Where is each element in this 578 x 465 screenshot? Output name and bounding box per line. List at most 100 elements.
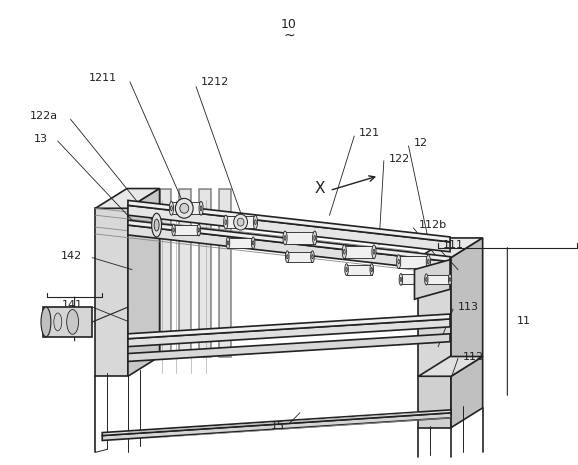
Polygon shape bbox=[418, 238, 483, 258]
Ellipse shape bbox=[180, 203, 188, 213]
Ellipse shape bbox=[425, 278, 427, 281]
Polygon shape bbox=[128, 220, 450, 262]
Ellipse shape bbox=[197, 224, 201, 236]
Polygon shape bbox=[95, 188, 160, 208]
Polygon shape bbox=[344, 246, 374, 258]
Ellipse shape bbox=[251, 237, 255, 249]
Polygon shape bbox=[173, 225, 199, 235]
Ellipse shape bbox=[253, 215, 257, 229]
Ellipse shape bbox=[346, 267, 347, 272]
Polygon shape bbox=[401, 274, 426, 285]
Ellipse shape bbox=[234, 214, 247, 230]
Ellipse shape bbox=[172, 224, 175, 236]
Polygon shape bbox=[128, 225, 450, 272]
Polygon shape bbox=[219, 188, 231, 357]
Text: 122a: 122a bbox=[29, 112, 58, 121]
Polygon shape bbox=[347, 265, 372, 275]
Polygon shape bbox=[414, 259, 450, 299]
Ellipse shape bbox=[66, 310, 79, 334]
Text: 121: 121 bbox=[359, 128, 380, 138]
Ellipse shape bbox=[254, 219, 256, 225]
Text: 113: 113 bbox=[458, 302, 479, 312]
Polygon shape bbox=[102, 413, 451, 440]
Ellipse shape bbox=[287, 255, 288, 259]
Ellipse shape bbox=[227, 241, 229, 245]
Text: 112b: 112b bbox=[418, 220, 447, 230]
Text: 1211: 1211 bbox=[89, 73, 117, 83]
Ellipse shape bbox=[283, 231, 287, 245]
Polygon shape bbox=[228, 238, 253, 248]
Text: 12: 12 bbox=[413, 138, 428, 148]
Ellipse shape bbox=[449, 274, 452, 285]
Ellipse shape bbox=[226, 237, 229, 249]
Ellipse shape bbox=[371, 267, 372, 272]
Text: 142: 142 bbox=[61, 251, 83, 261]
Polygon shape bbox=[128, 319, 450, 346]
Text: 1212: 1212 bbox=[201, 77, 229, 87]
Text: 11: 11 bbox=[517, 316, 531, 326]
Ellipse shape bbox=[342, 245, 346, 259]
Polygon shape bbox=[226, 216, 255, 228]
Ellipse shape bbox=[169, 201, 173, 215]
Ellipse shape bbox=[41, 307, 51, 337]
Polygon shape bbox=[179, 188, 191, 357]
Ellipse shape bbox=[372, 245, 376, 259]
Text: 141: 141 bbox=[61, 300, 83, 310]
Ellipse shape bbox=[345, 264, 349, 275]
Ellipse shape bbox=[343, 249, 345, 254]
Ellipse shape bbox=[54, 313, 62, 331]
Ellipse shape bbox=[151, 213, 161, 237]
Polygon shape bbox=[43, 307, 92, 337]
Polygon shape bbox=[128, 200, 450, 242]
Text: 112: 112 bbox=[463, 352, 484, 361]
Text: 13: 13 bbox=[34, 134, 48, 144]
Polygon shape bbox=[427, 275, 450, 284]
Text: 111: 111 bbox=[443, 240, 464, 250]
Ellipse shape bbox=[313, 231, 317, 245]
Ellipse shape bbox=[424, 273, 428, 286]
Ellipse shape bbox=[426, 255, 431, 269]
Ellipse shape bbox=[154, 219, 159, 231]
Text: 122: 122 bbox=[389, 154, 410, 164]
Ellipse shape bbox=[370, 264, 373, 275]
Ellipse shape bbox=[237, 218, 244, 226]
Polygon shape bbox=[128, 334, 450, 361]
Ellipse shape bbox=[198, 228, 199, 232]
Polygon shape bbox=[95, 208, 128, 376]
Text: X: X bbox=[314, 181, 325, 196]
Ellipse shape bbox=[253, 241, 254, 245]
Ellipse shape bbox=[224, 215, 228, 229]
Text: 10: 10 bbox=[281, 18, 297, 31]
Polygon shape bbox=[451, 357, 483, 428]
Ellipse shape bbox=[199, 201, 203, 215]
Ellipse shape bbox=[399, 273, 403, 286]
Text: 14: 14 bbox=[51, 314, 65, 324]
Ellipse shape bbox=[425, 274, 428, 285]
Polygon shape bbox=[399, 256, 428, 267]
Ellipse shape bbox=[286, 251, 289, 263]
Ellipse shape bbox=[373, 249, 375, 254]
Polygon shape bbox=[418, 376, 451, 428]
Polygon shape bbox=[287, 252, 313, 262]
Ellipse shape bbox=[425, 278, 427, 281]
Polygon shape bbox=[418, 357, 483, 376]
Ellipse shape bbox=[449, 278, 451, 281]
Ellipse shape bbox=[173, 228, 175, 232]
Ellipse shape bbox=[400, 278, 402, 281]
Polygon shape bbox=[160, 188, 172, 357]
Polygon shape bbox=[451, 238, 483, 376]
Ellipse shape bbox=[225, 219, 227, 225]
Polygon shape bbox=[128, 188, 160, 376]
Ellipse shape bbox=[200, 206, 202, 211]
Text: 15: 15 bbox=[271, 421, 285, 431]
Ellipse shape bbox=[171, 206, 172, 211]
Polygon shape bbox=[199, 188, 211, 357]
Polygon shape bbox=[128, 206, 450, 252]
Ellipse shape bbox=[397, 255, 401, 269]
Ellipse shape bbox=[311, 251, 314, 263]
Polygon shape bbox=[418, 258, 451, 376]
Polygon shape bbox=[102, 410, 451, 436]
Ellipse shape bbox=[314, 235, 316, 240]
Text: ~: ~ bbox=[283, 28, 295, 42]
Polygon shape bbox=[285, 232, 314, 244]
